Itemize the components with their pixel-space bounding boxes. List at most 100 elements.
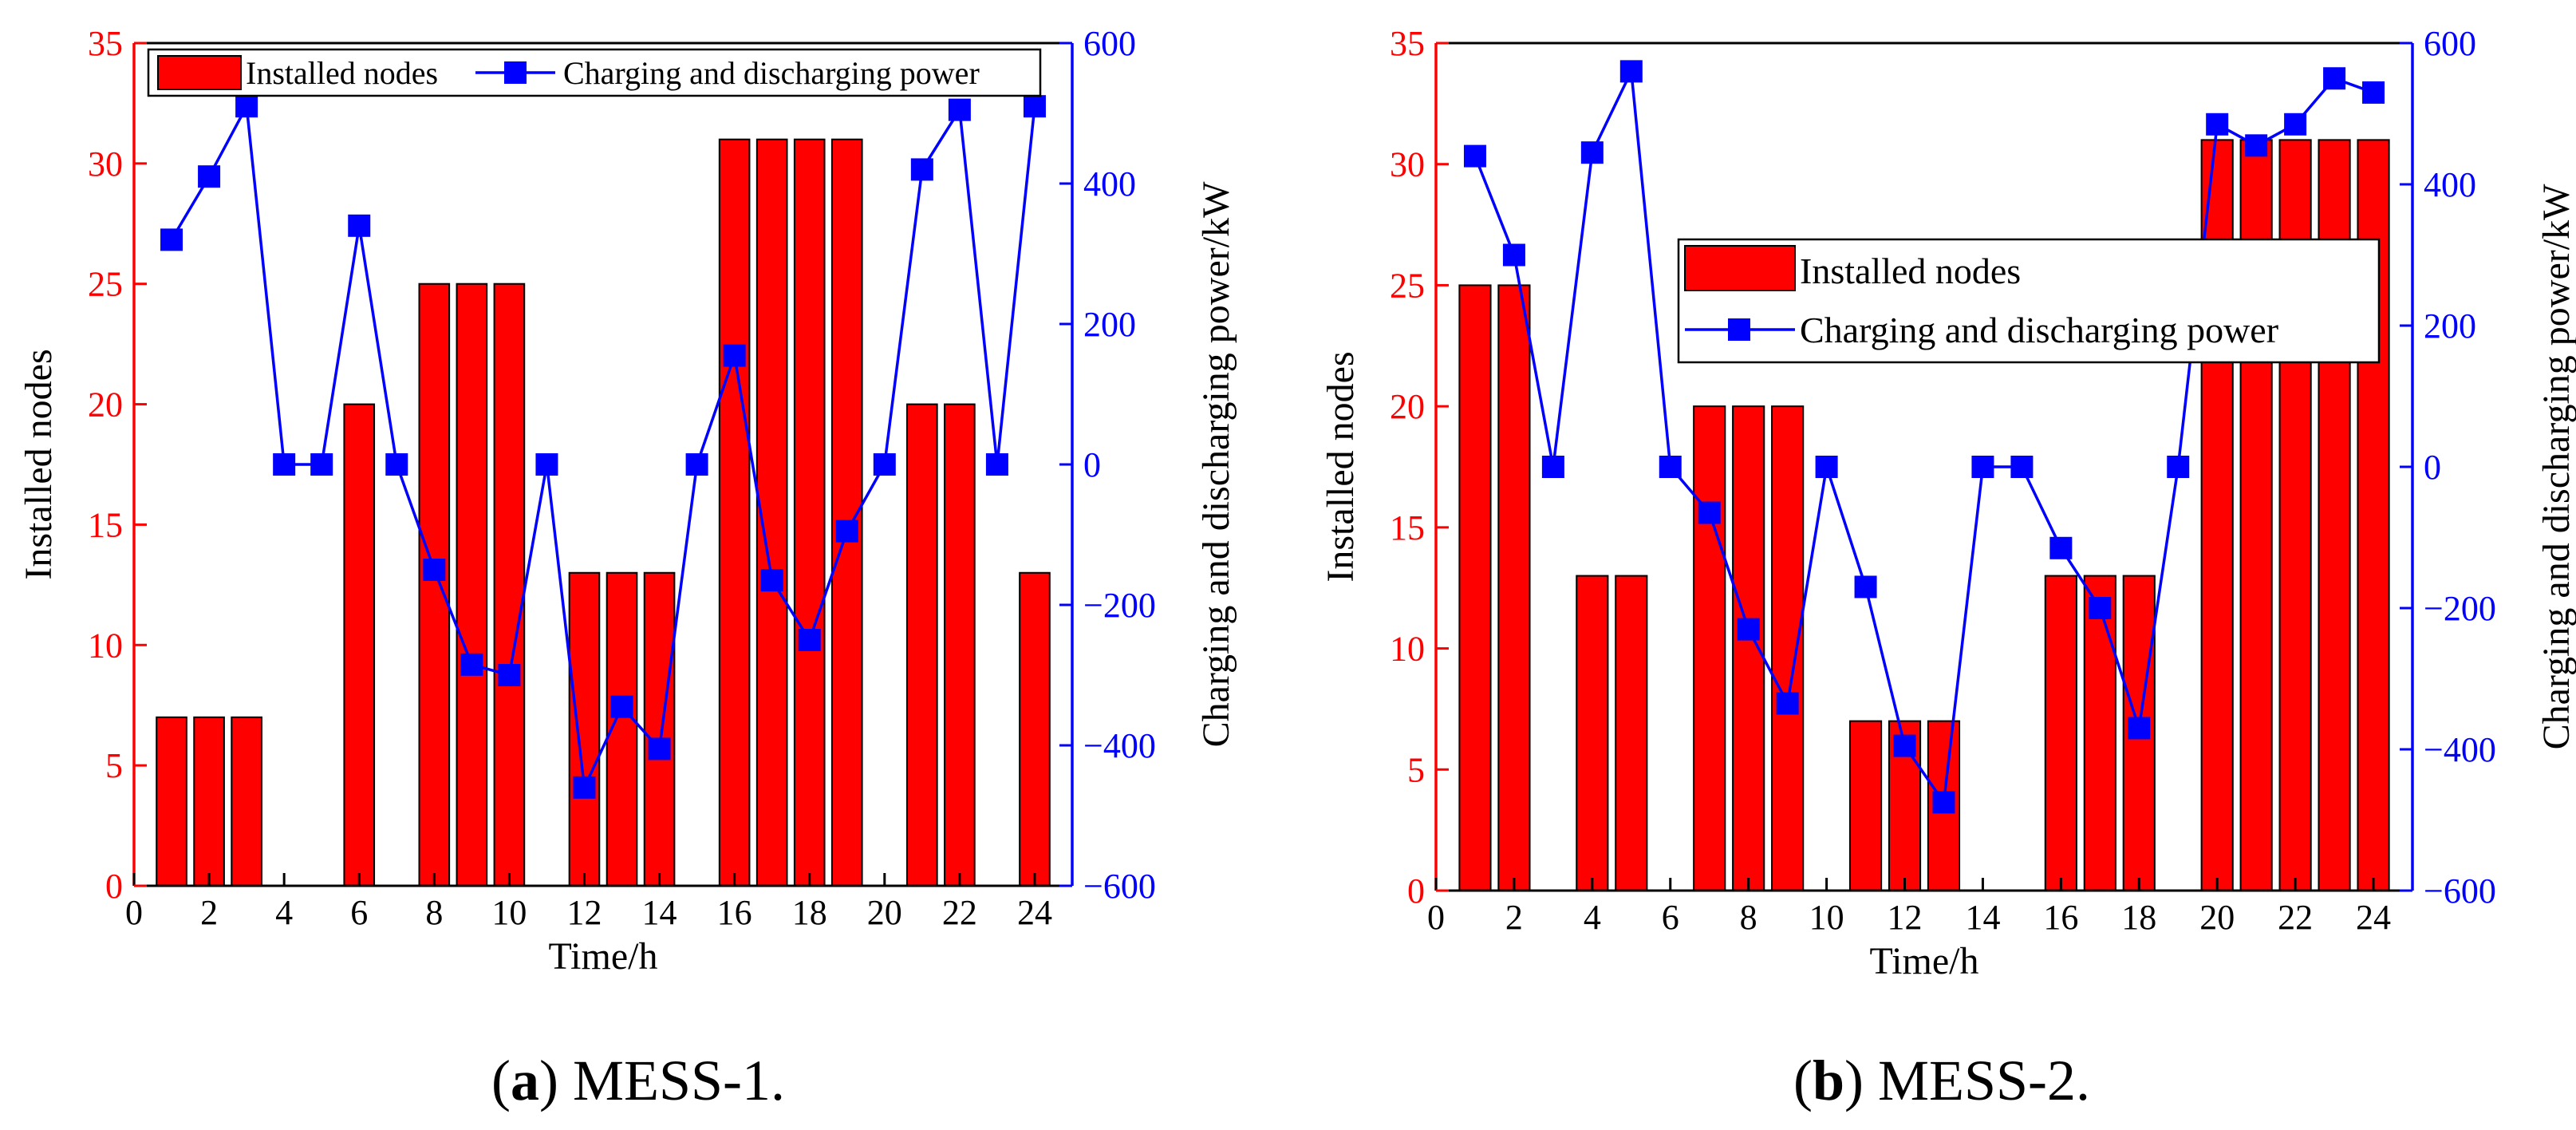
power-marker (2167, 456, 2190, 478)
legend-label-installed-nodes-b: Installed nodes (1800, 251, 2021, 291)
power-marker (1932, 791, 1955, 814)
x-tick-label: 4 (275, 893, 293, 932)
x-tick-label: 12 (1888, 898, 1923, 937)
y-left-tick-label: 25 (88, 265, 123, 304)
y-right-tick-label: 400 (2424, 165, 2476, 204)
x-tick-label: 6 (1662, 898, 1679, 937)
power-marker (1815, 456, 1838, 478)
y-axis-right-label-a: Charging and discharging power/kW (1195, 181, 1237, 747)
x-tick-label: 24 (1017, 893, 1052, 932)
y-right-tick-label: −600 (2424, 871, 2496, 911)
power-marker (2323, 67, 2346, 90)
y-right-tick-label: −400 (1083, 726, 1156, 765)
ticks-a: 0 2 4 6 8 10 12 14 16 18 20 22 2405101520253035−600−… (88, 24, 1156, 932)
power-marker (685, 453, 708, 476)
legend-marker-a (504, 61, 527, 84)
power-marker (1854, 575, 1877, 599)
y-left-tick-label: 10 (1390, 630, 1425, 669)
power-marker (2010, 456, 2034, 478)
power-marker (873, 453, 896, 476)
legend-b: Installed nodes Charging and discharging… (1677, 238, 2381, 364)
x-axis-label-a: Time/h (549, 935, 658, 978)
y-left-tick-label: 15 (1390, 508, 1425, 547)
bar-installed-nodes (193, 716, 225, 887)
power-marker (2089, 597, 2112, 619)
power-marker (1776, 692, 1799, 715)
bar-installed-nodes (493, 282, 526, 887)
power-marker (798, 629, 821, 651)
power-marker (610, 695, 633, 718)
y-left-tick-label: 15 (88, 505, 123, 544)
x-tick-label: 8 (1740, 898, 1757, 937)
bar-installed-nodes (793, 138, 826, 887)
x-tick-label: 10 (491, 893, 527, 932)
bar-installed-nodes (568, 571, 601, 887)
bar-installed-nodes (906, 403, 938, 887)
legend-box-a (147, 48, 1042, 97)
power-marker (573, 776, 596, 799)
bar-installed-nodes (1497, 284, 1531, 891)
y-left-tick-label: 0 (1407, 871, 1425, 911)
ticks-b: 0 2 4 6 8 10 12 14 16 18 20 22 2405101520253035−600−… (1390, 24, 2496, 937)
bar-installed-nodes (1458, 284, 1492, 891)
x-tick-label: 20 (2199, 898, 2235, 937)
x-tick-label: 2 (200, 893, 218, 932)
x-tick-label: 22 (942, 893, 977, 932)
x-tick-label: 24 (2356, 898, 2391, 937)
power-marker (273, 453, 296, 476)
y-left-tick-label: 35 (88, 24, 123, 63)
y-axis-left-label-b: Installed nodes (1320, 351, 1362, 582)
bar-installed-nodes (1576, 575, 1609, 891)
bar-installed-nodes (2083, 575, 2116, 891)
power-marker (1463, 144, 1486, 168)
y-right-tick-label: −600 (1083, 867, 1156, 906)
legend-marker-b (1728, 318, 1750, 341)
x-tick-label: 20 (867, 893, 902, 932)
power-marker (1502, 243, 1525, 267)
power-marker (2245, 134, 2268, 157)
legend-label-power-a: Charging and discharging power (563, 55, 980, 91)
x-tick-label: 12 (566, 893, 602, 932)
power-marker (1737, 618, 1760, 641)
legend-bar-swatch-b (1684, 245, 1796, 291)
y-right-tick-label: 0 (2424, 448, 2441, 487)
x-tick-label: 14 (1965, 898, 2000, 937)
power-marker (1659, 456, 1682, 478)
x-tick-label: 4 (1584, 898, 1601, 937)
bar-installed-nodes (156, 716, 187, 887)
x-tick-label: 8 (425, 893, 443, 932)
power-marker (198, 165, 221, 188)
y-left-tick-label: 25 (1390, 266, 1425, 305)
x-tick-label: 18 (2121, 898, 2156, 937)
y-right-tick-label: −200 (1083, 586, 1156, 625)
caption-text-b: MESS-2. (1864, 1049, 2090, 1112)
power-marker (985, 453, 1008, 476)
x-tick-label: 10 (1809, 898, 1844, 937)
y-axis-right-label-b: Charging and discharging power/kW (2535, 184, 2576, 749)
power-marker (385, 453, 408, 476)
x-tick-label: 0 (125, 893, 143, 932)
power-marker (1971, 456, 1994, 478)
y-left-tick-label: 30 (88, 144, 123, 184)
power-marker (235, 95, 258, 118)
y-right-tick-label: 200 (1083, 305, 1136, 344)
x-tick-label: 6 (350, 893, 368, 932)
power-marker (948, 98, 971, 121)
power-marker (1619, 60, 1643, 83)
bar-installed-nodes (643, 571, 676, 887)
power-marker (1541, 456, 1564, 478)
chart-panel-b: 0 2 4 6 8 10 12 14 16 18 20 22 2405101520253035−600−… (1320, 24, 2576, 1112)
y-left-tick-label: 0 (105, 867, 123, 906)
power-line (1473, 66, 2374, 807)
bar-installed-nodes (1848, 720, 1883, 891)
power-marker (535, 453, 558, 476)
bar-installed-nodes (718, 138, 751, 887)
power-marker (2128, 717, 2151, 740)
caption-b: (b) MESS-2. (1793, 1049, 2090, 1112)
y-left-tick-label: 5 (1407, 750, 1425, 789)
bar-installed-nodes (456, 282, 488, 887)
y-right-tick-label: 600 (1083, 24, 1136, 63)
legend-a: Installed nodes Charging and discharging… (147, 48, 1042, 97)
x-tick-label: 0 (1427, 898, 1445, 937)
power-marker (1580, 141, 1604, 164)
